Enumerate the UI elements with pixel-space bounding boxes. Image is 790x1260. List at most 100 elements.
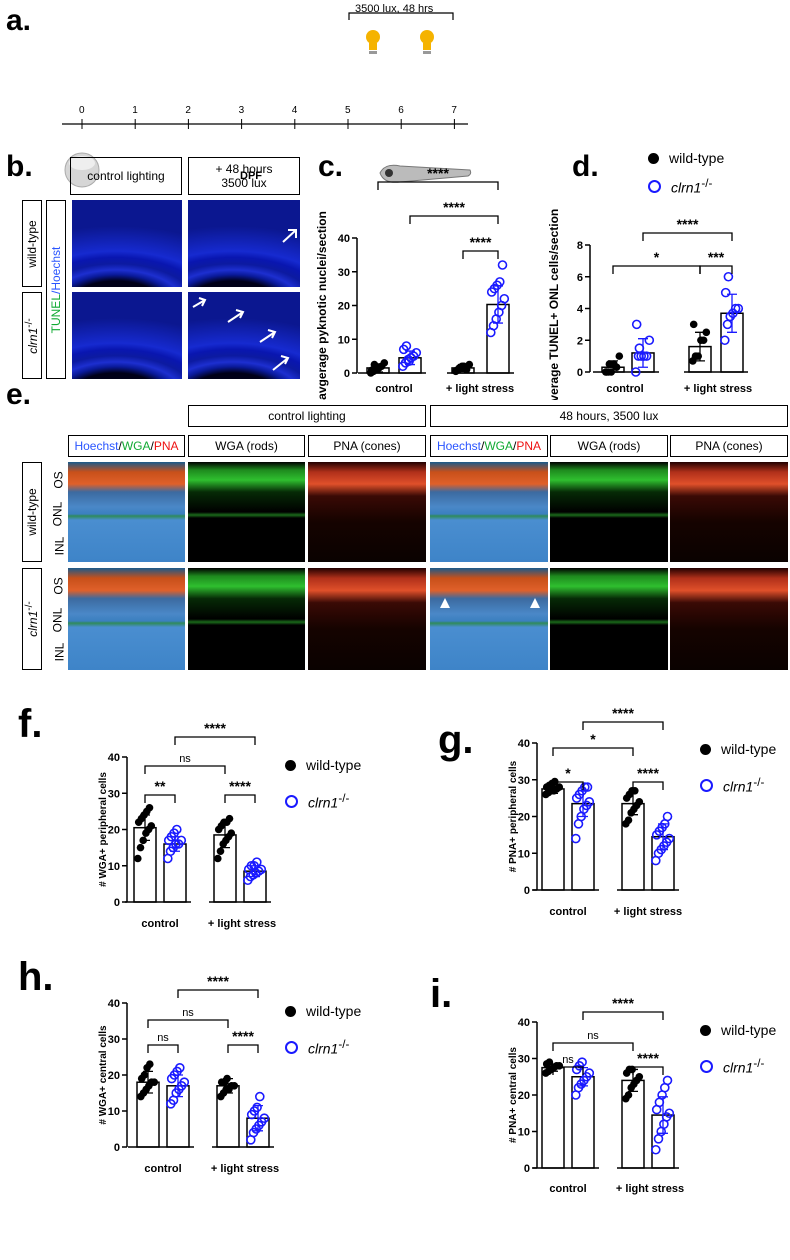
legend-label: clrn1-/- <box>671 177 712 196</box>
data-point <box>631 786 639 795</box>
row-label-wild-type: wild-type <box>22 200 42 287</box>
y-tick-label: 20 <box>518 1090 530 1102</box>
data-point <box>252 1102 262 1113</box>
open-circle-icon <box>700 1059 713 1073</box>
significance-bracket <box>552 1042 634 1051</box>
layer-label-os: OS <box>51 471 66 489</box>
timeline: 0 1 2 3 4 5 6 7 3500 lux, 48 hrs DPF <box>62 3 472 188</box>
open-circle-icon <box>285 794 298 808</box>
significance-label: * <box>654 249 660 265</box>
significance-label: ns <box>179 753 191 765</box>
significance-bracket <box>147 1044 179 1053</box>
genotype-text: clrn1 <box>26 327 40 354</box>
tunel-label: TUNEL <box>49 293 63 333</box>
x-category-label: control <box>141 918 178 930</box>
data-point <box>373 365 381 374</box>
panel-label-b: b. <box>6 150 33 183</box>
layer-label-onl: ONL <box>50 607 65 633</box>
data-point <box>580 782 590 792</box>
x-category-label: control <box>375 383 412 395</box>
y-tick-label: 0 <box>577 367 583 379</box>
bar <box>541 788 565 891</box>
significance-label: **** <box>612 705 634 721</box>
group-header-control: control lighting <box>188 405 426 427</box>
panel-label-g: g. <box>438 718 474 762</box>
column-header-text: 3500 lux <box>221 176 267 190</box>
data-point <box>225 814 234 823</box>
column-header-light: + 48 hours 3500 lux <box>188 157 300 195</box>
y-tick-label: 0 <box>114 897 120 909</box>
data-point <box>635 798 644 806</box>
channel-header: WGA (rods) <box>550 435 668 457</box>
layer-label-onl: ONL <box>50 501 65 527</box>
data-point <box>176 835 187 846</box>
chart-h: 0 10 20 30 40 control + light stress # WGA+ cen… <box>98 973 279 1175</box>
micrograph-wga <box>188 568 305 670</box>
data-point <box>411 347 422 358</box>
y-axis-label: # WGA+ central cells <box>98 1025 109 1125</box>
genotype-superscript: -/- <box>24 317 35 328</box>
data-point <box>662 1075 673 1086</box>
channel-name: / <box>480 439 485 453</box>
data-point <box>651 1144 661 1155</box>
y-axis-label: average TUNEL+ ONL cells/section <box>547 209 561 400</box>
panel-label-i: i. <box>430 972 453 1016</box>
y-axis-label: # PNA+ peripheral cells <box>508 760 519 872</box>
data-point <box>404 356 414 366</box>
data-point <box>223 1074 231 1083</box>
channel-header: WGA (rods) <box>188 435 305 457</box>
y-axis-label: # WGA+ peripheral cells <box>98 772 109 887</box>
significance-label: ns <box>562 1054 574 1066</box>
data-point <box>252 857 262 867</box>
channel-name: Hoechst <box>74 439 119 453</box>
column-header-text: control lighting <box>87 169 165 183</box>
stain-label: TUNEL/Hoechst <box>46 200 66 379</box>
channel-name: PNA (cones) <box>333 439 401 453</box>
significance-label: **** <box>637 1050 659 1066</box>
row-label-clrn1: clrn1-/- <box>22 292 42 379</box>
channel-name: Hoechst <box>436 439 481 453</box>
y-tick-label: 20 <box>518 812 530 824</box>
y-tick-label: 40 <box>518 1017 530 1029</box>
y-tick-label: 10 <box>108 861 120 873</box>
treatment-bracket <box>348 12 454 20</box>
data-point <box>230 1082 239 1090</box>
channel-name: / <box>513 439 517 453</box>
data-point <box>689 320 698 329</box>
timeline-tick-label: 3 <box>239 105 245 116</box>
data-point <box>730 303 741 314</box>
micrograph-wga <box>188 462 305 562</box>
data-point <box>140 1071 149 1079</box>
legend-label: wild-type <box>306 757 362 773</box>
micrograph-pna <box>670 568 788 670</box>
data-point <box>259 1113 270 1123</box>
significance-label: **** <box>637 765 659 781</box>
significance-bracket <box>174 736 256 745</box>
data-point <box>150 1078 159 1086</box>
legend-superscript: -/- <box>338 1038 350 1051</box>
group-header-light: 48 hours, 3500 lux <box>430 405 788 427</box>
significance-bracket <box>227 1044 259 1053</box>
significance-bracket <box>632 781 664 790</box>
data-point <box>720 287 731 298</box>
filled-circle-icon <box>285 1005 296 1017</box>
row-label-text: clrn1-/- <box>24 318 40 353</box>
significance-label: **** <box>207 973 229 989</box>
channel-name: PNA <box>153 439 179 453</box>
channel-name: PNA <box>516 439 542 453</box>
significance-bracket <box>552 781 584 790</box>
layer-label-inl: INL <box>52 642 67 662</box>
panel-label-f: f. <box>18 702 43 746</box>
data-point <box>699 336 708 345</box>
layer-label-os: OS <box>51 577 66 595</box>
y-tick-label: 10 <box>338 334 350 346</box>
x-category-label: control <box>144 1163 181 1175</box>
y-tick-label: 30 <box>338 267 350 279</box>
channel-header: Hoechst / WGA / PNA <box>68 435 185 457</box>
data-point <box>584 797 595 807</box>
significance-label: ** <box>155 778 166 794</box>
legend-item-wild-type: wild-type <box>285 1003 361 1019</box>
y-tick-label: 10 <box>518 848 530 860</box>
significance-bracket <box>377 181 499 190</box>
significance-bracket <box>582 721 664 730</box>
